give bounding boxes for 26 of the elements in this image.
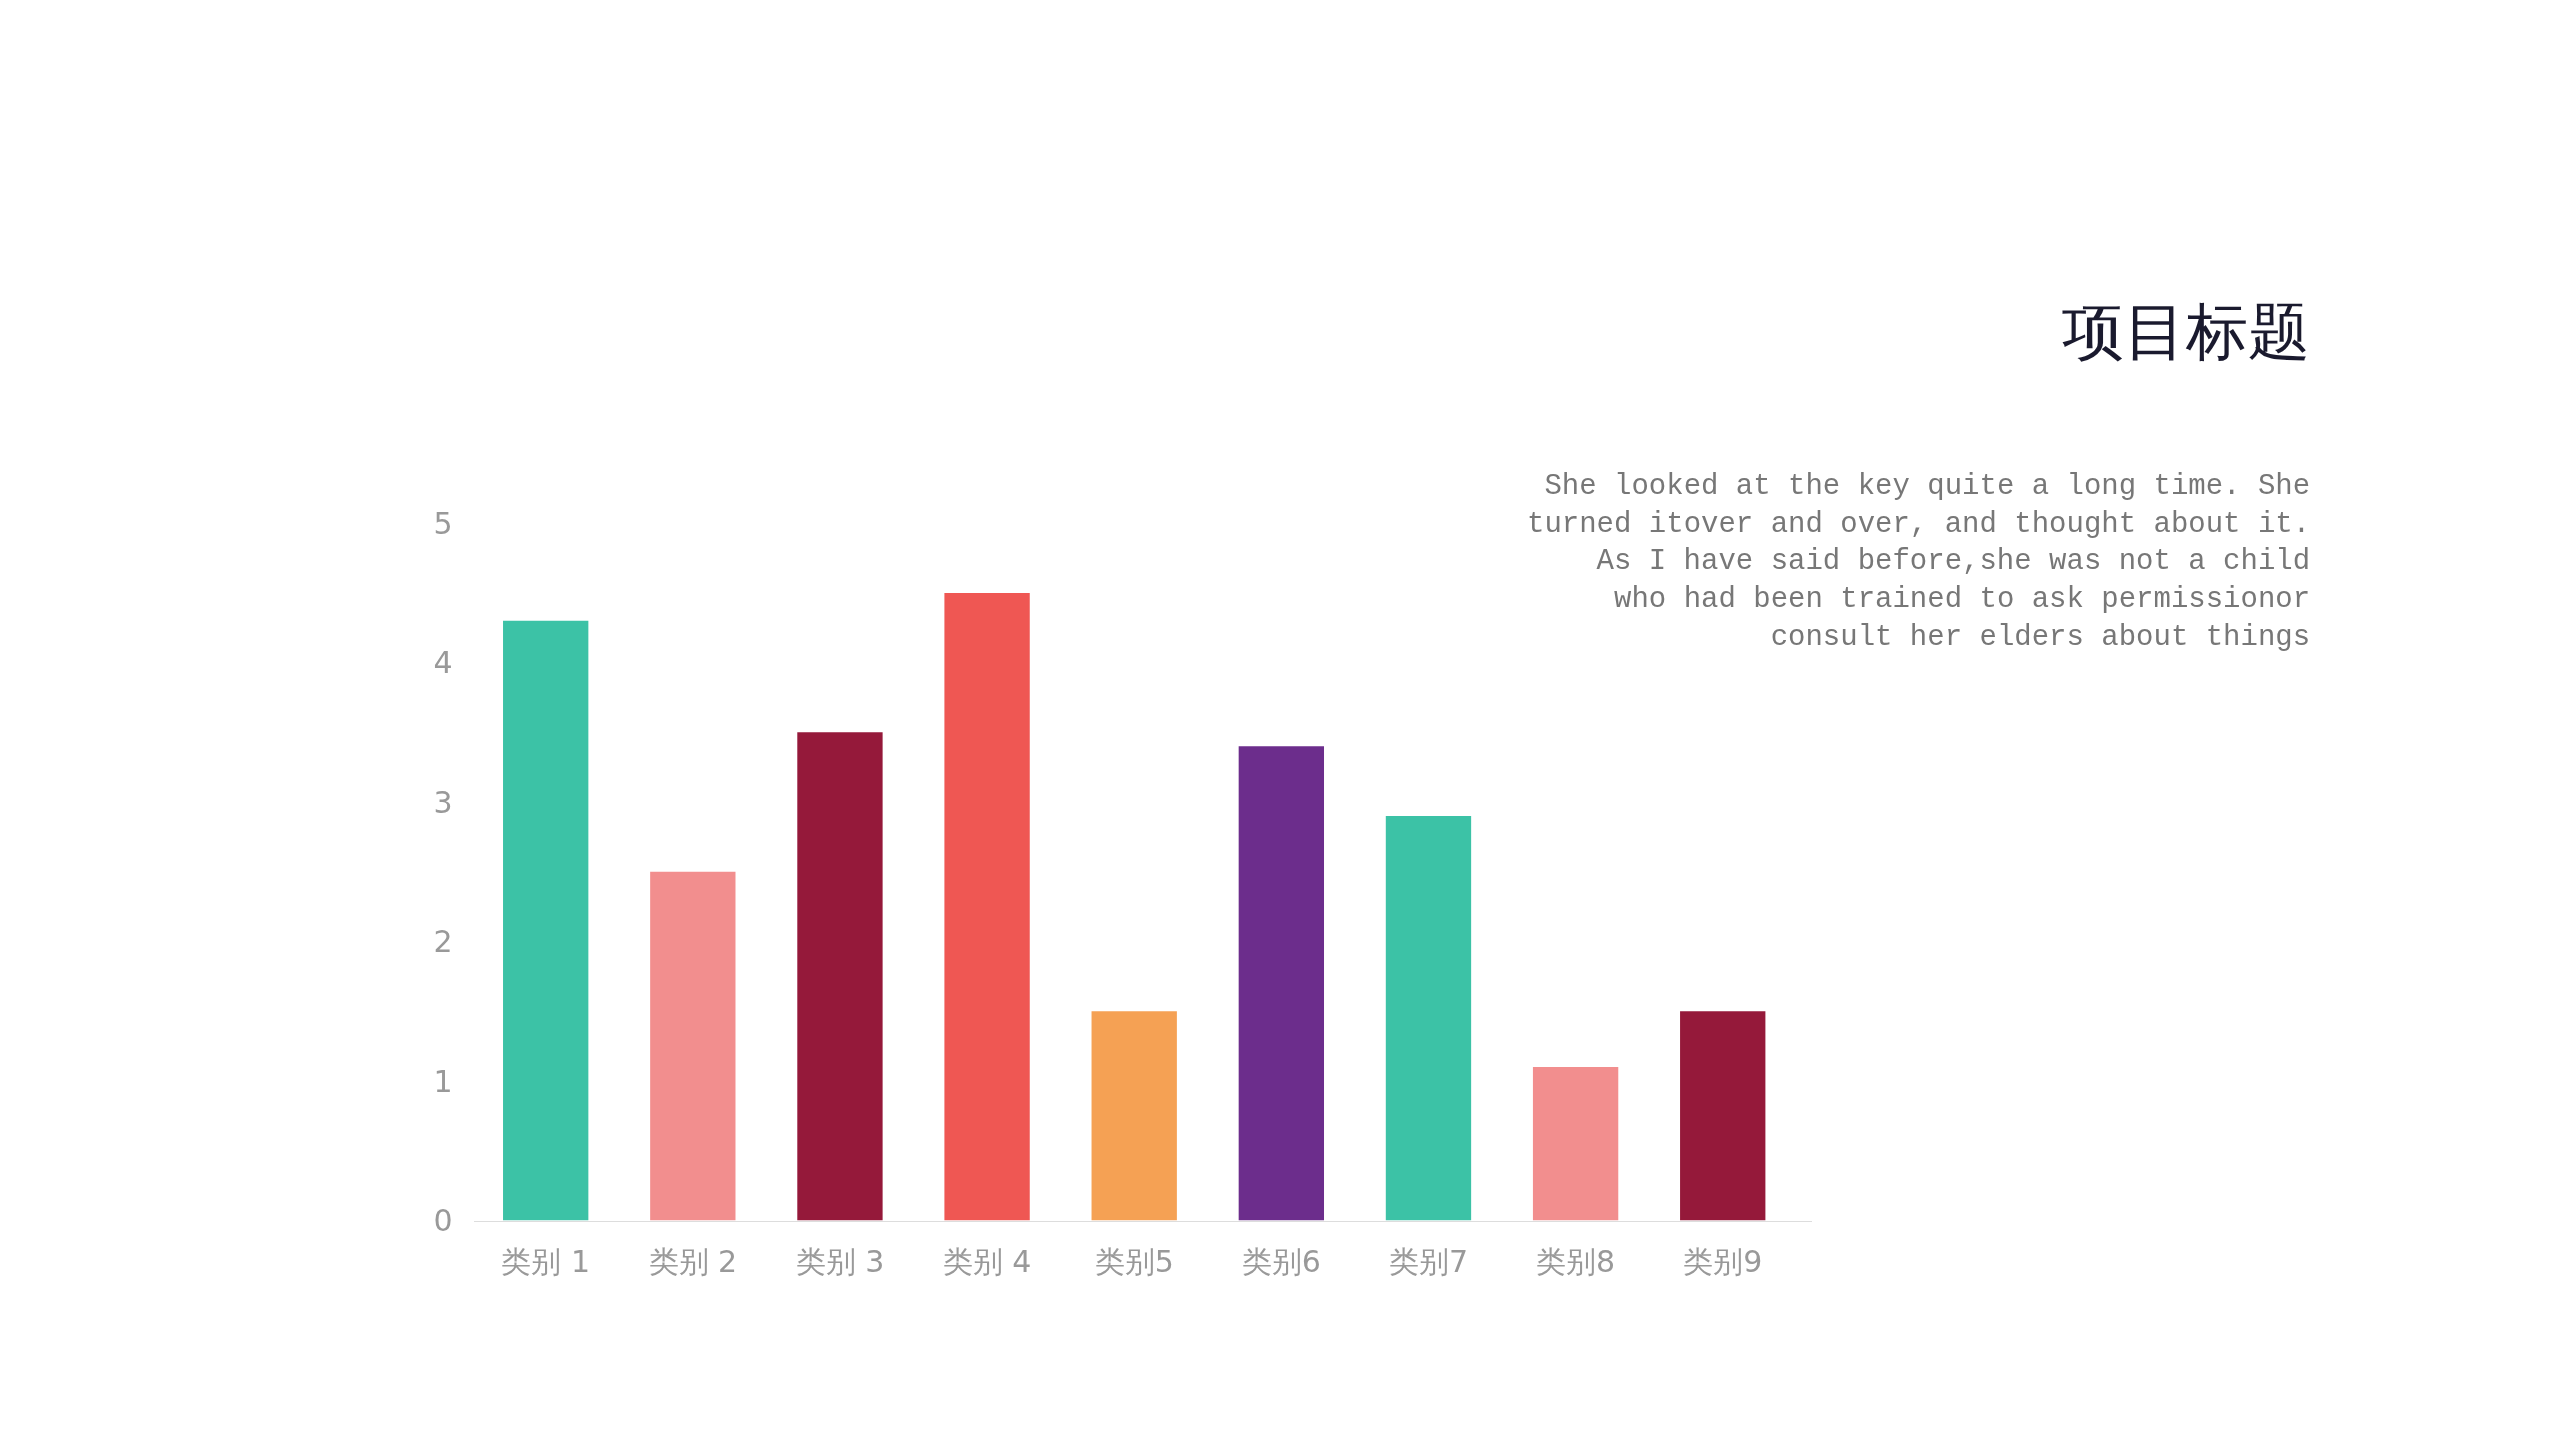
x-tick-label: 类别8	[1536, 1243, 1616, 1279]
x-tick-label: 类别7	[1388, 1243, 1469, 1279]
y-tick-label: 4	[433, 645, 453, 681]
bar	[503, 620, 589, 1221]
y-tick-label: 3	[433, 784, 453, 820]
x-tick-label: 类别 1	[501, 1243, 590, 1279]
bar	[1091, 1011, 1177, 1221]
bar	[1238, 746, 1325, 1221]
y-tick-label: 2	[433, 924, 453, 960]
x-tick-label: 类别 2	[648, 1243, 738, 1279]
bar	[1680, 1011, 1766, 1221]
bar	[1532, 1067, 1619, 1221]
x-tick-label: 类别6	[1241, 1243, 1321, 1279]
bar	[1385, 816, 1472, 1221]
text: 项目标题	[2062, 295, 2310, 368]
x-tick-label: 类别5	[1094, 1243, 1174, 1279]
x-tick-label: 类别 3	[795, 1243, 885, 1279]
x-tick-label: 类别 4	[942, 1243, 1032, 1279]
annotation: She looked at the key quite a long time. She turned itover and over, and thought about it. As I have said before,she was not a child who had been trained to ask permissionor consult her elders about things	[1527, 470, 2311, 654]
bar	[797, 732, 883, 1221]
y-tick-label: 5	[433, 505, 453, 541]
x-tick-label: 类别9	[1683, 1243, 1763, 1279]
bar	[650, 871, 736, 1221]
y-tick-label: 0	[433, 1203, 453, 1239]
y-tick-label: 1	[433, 1063, 453, 1099]
bar	[944, 592, 1030, 1221]
